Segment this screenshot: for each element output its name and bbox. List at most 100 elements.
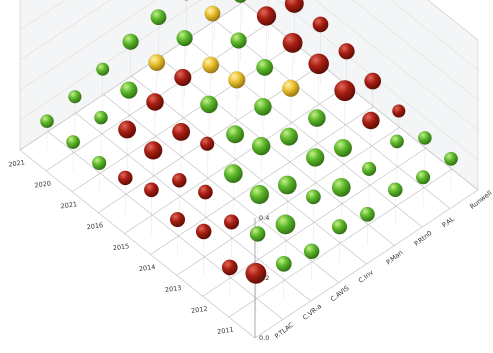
left-axis-tick-label: 2015 bbox=[112, 242, 129, 252]
floor-grid-line bbox=[47, 131, 284, 320]
vertical-axis-tick-label: 0.2 bbox=[259, 274, 269, 282]
bubble-point-green bbox=[200, 95, 218, 114]
bubble-point-green bbox=[249, 184, 270, 205]
bubble-point-green bbox=[333, 138, 353, 158]
bubble-point-yellow bbox=[282, 79, 300, 98]
bubble-point-red bbox=[117, 120, 137, 139]
bubble-series bbox=[40, 0, 459, 319]
bubble-point-green bbox=[122, 33, 139, 50]
floor-grid-line bbox=[75, 112, 311, 302]
floor-grid-line bbox=[187, 38, 423, 228]
bubble-point-red bbox=[221, 259, 238, 276]
bubble-point-green bbox=[275, 214, 296, 235]
wall-grid-line bbox=[19, 0, 479, 71]
bubble-point-red bbox=[143, 141, 163, 160]
bubble-point-red bbox=[284, 0, 304, 14]
right-axis-tick-label: P.AL bbox=[441, 215, 457, 230]
left-axis-tick-label: 2012 bbox=[191, 305, 208, 315]
bubble-point-green bbox=[303, 243, 320, 260]
floor-grid-line bbox=[19, 149, 256, 339]
bubble-point-red bbox=[312, 16, 329, 33]
vertical-axis-ticks: 0.0 0.2 0.4 bbox=[259, 214, 269, 342]
bubble-point-green bbox=[307, 109, 326, 128]
bubble-point-yellow bbox=[148, 54, 166, 72]
floor-grid-line bbox=[242, 1, 479, 191]
bubble-point-red bbox=[169, 211, 186, 228]
bubble-point-green bbox=[305, 189, 321, 205]
bubble-point-yellow bbox=[228, 71, 246, 89]
floor-grid-line bbox=[131, 75, 367, 265]
bubble-point-yellow bbox=[204, 5, 221, 22]
vertical-axis-tick-label: 0.0 bbox=[259, 334, 269, 342]
bubble-point-green bbox=[253, 97, 272, 116]
bubble-point-green bbox=[417, 130, 432, 145]
left-axis-tick-label: 2016 bbox=[86, 221, 103, 231]
bubble-point-red bbox=[171, 172, 187, 188]
bubble-point-green bbox=[251, 136, 271, 156]
left-axis-tick-label: 2014 bbox=[138, 263, 155, 273]
left-axis-ticks: 2011 2012 2013 2014 2015 2016 2021 2020 2021 bbox=[8, 158, 234, 335]
bubble-point-green bbox=[226, 125, 245, 144]
wall-grid-line bbox=[19, 0, 479, 101]
bubble-point-green bbox=[176, 29, 193, 47]
bubble-point-red bbox=[146, 93, 164, 111]
bubble-point-red bbox=[308, 53, 330, 75]
floor-grid-line bbox=[214, 20, 451, 209]
left-axis-tick-label: 2013 bbox=[164, 284, 181, 294]
bubble-point-red bbox=[364, 72, 382, 90]
left-axis-tick-label: 2020 bbox=[34, 179, 51, 189]
right-axis-ticks: P.TLACC.VR-aC.AVISC.InvP.ManP.Rtn0P.ALRu… bbox=[273, 189, 493, 341]
bubble-point-green bbox=[359, 206, 375, 222]
bubble-point-red bbox=[172, 122, 191, 141]
bubble-point-red bbox=[117, 170, 133, 186]
wall-grid-line bbox=[19, 0, 479, 131]
bubble-point-red bbox=[392, 104, 406, 118]
bubble-point-green bbox=[390, 134, 405, 149]
right-axis-tick-label: P.Rtn0 bbox=[413, 229, 434, 248]
bubble-point-green bbox=[249, 225, 266, 242]
left-axis-tick-label: 2021 bbox=[60, 200, 77, 210]
bubble-point-green bbox=[40, 114, 54, 129]
right-axis-tick-label: C.Inv bbox=[357, 268, 375, 285]
bubble-point-green bbox=[94, 110, 108, 125]
right-axis-tick-label: Runwell bbox=[468, 189, 493, 211]
floor-grid-line bbox=[159, 57, 395, 246]
vertical-axis-tick-label: 0.4 bbox=[259, 214, 269, 222]
bubble-point-red bbox=[143, 182, 159, 198]
bubble-point-red bbox=[334, 79, 356, 102]
bubble-point-red bbox=[245, 262, 267, 284]
bubble-point-green bbox=[68, 89, 82, 104]
bubble-point-green bbox=[415, 170, 431, 185]
bubble-point-green bbox=[91, 155, 107, 171]
floor-grid-line bbox=[103, 94, 339, 283]
bubble-point-green bbox=[66, 135, 81, 150]
bubble-point-green bbox=[279, 127, 299, 146]
bubble-point-green bbox=[275, 255, 292, 272]
bubble-point-green bbox=[305, 148, 325, 167]
bubble-point-red bbox=[195, 223, 212, 240]
bubble-point-green bbox=[277, 175, 297, 195]
bubble-point-green bbox=[120, 81, 138, 99]
bubble-point-green bbox=[387, 182, 403, 198]
bubble-point-red bbox=[361, 111, 380, 130]
left-axis-tick-label: 2021 bbox=[8, 158, 25, 168]
left-axis-tick-label: 2011 bbox=[217, 326, 234, 336]
chart-walls bbox=[19, 0, 479, 191]
bubble-point-green bbox=[444, 151, 459, 166]
bubble-point-red bbox=[223, 214, 240, 230]
bubble-point-green bbox=[223, 164, 243, 184]
bubble-point-green bbox=[234, 0, 247, 3]
wall-grid-line bbox=[19, 0, 479, 161]
bubble-point-green bbox=[256, 58, 274, 76]
bubble-point-red bbox=[256, 6, 277, 26]
bubble-point-red bbox=[199, 136, 215, 152]
right-axis-tick-label: P.Man bbox=[385, 249, 405, 267]
bubble-point-green bbox=[96, 62, 110, 76]
bubble-point-green bbox=[150, 9, 167, 26]
bubble-point-red bbox=[282, 32, 303, 53]
bubble-point-yellow bbox=[202, 56, 220, 74]
bubble-point-red bbox=[338, 43, 355, 60]
bubble-point-green bbox=[331, 177, 351, 197]
bubble-point-red bbox=[174, 68, 192, 87]
